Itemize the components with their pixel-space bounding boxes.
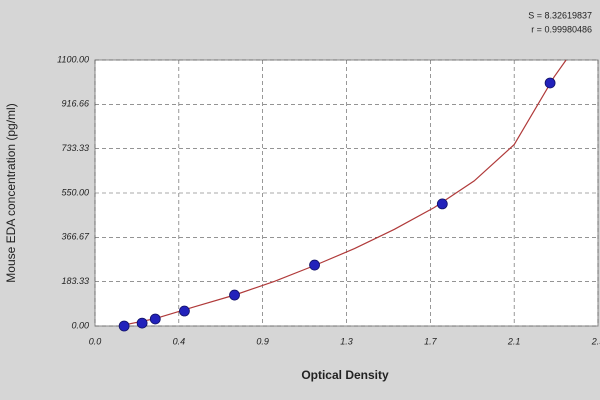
data-point (179, 305, 190, 317)
y-tick-label: 0.00 (71, 320, 89, 330)
data-point (149, 313, 161, 325)
data-point (118, 320, 130, 332)
data-point (229, 289, 240, 301)
x-tick-label: 2.1 (507, 336, 521, 346)
x-tick-label: 0.4 (173, 336, 186, 346)
x-tick-label: 0.0 (89, 336, 102, 346)
x-axis-label: Optical Density (301, 368, 389, 382)
data-point (136, 317, 148, 329)
y-tick-label: 183.33 (61, 276, 89, 286)
x-tick-label: 2.5 (591, 336, 600, 346)
fit-curve (118, 59, 567, 327)
annotation: r = 0.99980486 (531, 24, 592, 34)
data-point (544, 77, 556, 89)
x-tick-label: 1.3 (340, 336, 353, 346)
y-tick-label: 1100.00 (57, 54, 89, 64)
x-tick-label: 0.9 (256, 336, 269, 346)
y-tick-label: 916.66 (61, 99, 89, 109)
y-axis-label: Mouse EDA concentration (pg/ml) (4, 103, 18, 282)
y-tick-label: 550.00 (61, 187, 89, 197)
data-point (309, 259, 320, 271)
y-tick-label: 366.67 (61, 232, 90, 242)
data-point (436, 198, 448, 210)
x-tick-label: 1.7 (424, 336, 438, 346)
y-tick-label: 733.33 (61, 143, 89, 153)
annotation: S = 8.32619837 (528, 10, 592, 20)
